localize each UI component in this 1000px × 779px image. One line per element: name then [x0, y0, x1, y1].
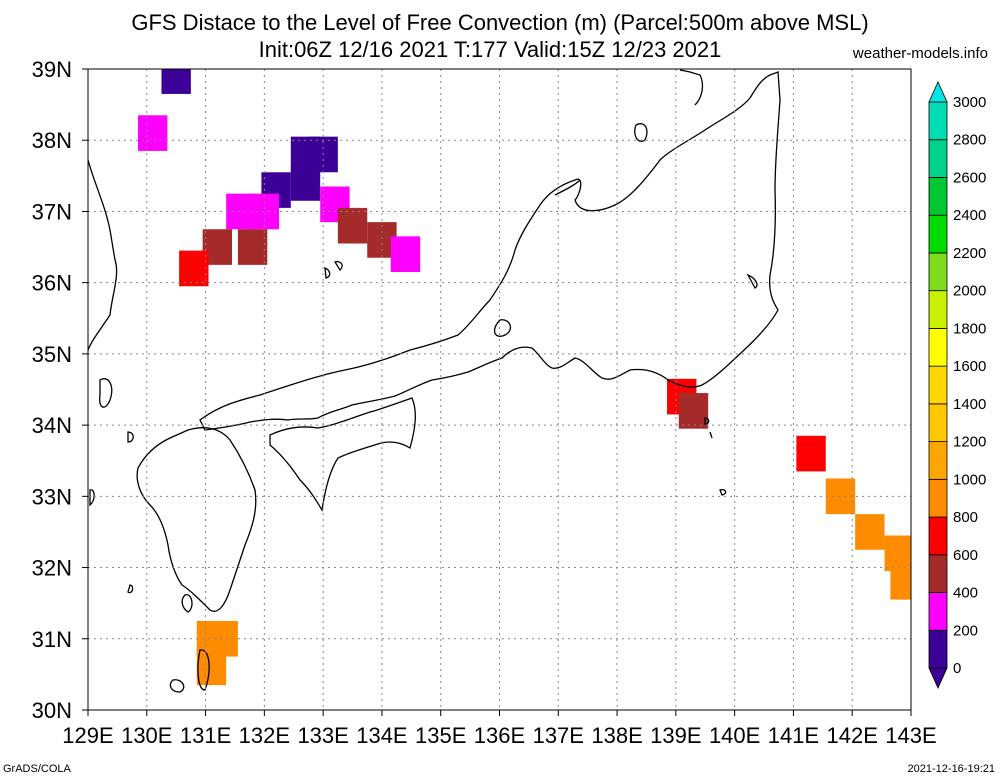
lat-tick-label: 34N: [32, 413, 72, 438]
colorbar: 0 200 400 600 800 1000 1200 1400 1600 1800 2000 220…: [928, 81, 986, 689]
coastline-shikoku: [269, 397, 416, 512]
colorbar-bin: [928, 252, 948, 292]
colorbar-bin: [928, 365, 948, 405]
field-cell: [237, 229, 268, 265]
colorbar-bin: [928, 629, 948, 669]
colorbar-bin: [928, 592, 948, 631]
colorbar-tick-label: 1000: [953, 471, 986, 488]
colorbar-tick-label: 3000: [953, 94, 986, 111]
lon-tick-label: 141E: [768, 723, 819, 748]
lon-tick-label: 133E: [297, 723, 348, 748]
colorbar-tick-label: 400: [953, 585, 978, 602]
colorbar-under-arrow: [928, 667, 948, 689]
field-cells: [137, 69, 911, 686]
lat-tick-label: 38N: [32, 128, 72, 153]
lat-tick-label: 30N: [32, 698, 72, 723]
lon-tick-label: 131E: [180, 723, 231, 748]
field-cell: [678, 393, 709, 429]
colorbar-over-arrow: [928, 81, 948, 103]
colorbar-tick-label: 1200: [953, 434, 986, 451]
lon-tick-label: 139E: [650, 723, 701, 748]
field-cell: [337, 207, 368, 244]
lon-tick-label: 136E: [474, 723, 525, 748]
lon-tick-label: 140E: [709, 723, 760, 748]
colorbar-bin: [928, 327, 948, 367]
field-cell: [855, 514, 885, 550]
credit-label: weather-models.info: [852, 45, 988, 62]
colorbar-bin: [928, 101, 948, 141]
footer-timestamp: 2021-12-16-19:21: [907, 763, 995, 775]
field-cell: [890, 563, 911, 600]
lat-tick-label: 37N: [32, 199, 72, 224]
lon-tick-label: 129E: [62, 723, 113, 748]
lat-tick-label: 35N: [32, 342, 72, 367]
coastline-honshu: [88, 71, 781, 431]
coastlines: [88, 69, 781, 693]
colorbar-tick-label: 800: [953, 509, 978, 526]
lat-tick-label: 32N: [32, 556, 72, 581]
colorbar-tick-label: 1600: [953, 358, 986, 375]
field-cell: [796, 435, 826, 472]
lon-tick-label: 143E: [885, 723, 936, 748]
lat-axis-labels: 30N 31N 32N 33N 34N 35N 36N 37N 38N 39N: [32, 57, 88, 723]
colorbar-tick-label: 600: [953, 547, 978, 564]
colorbar-tick-label: 1400: [953, 396, 986, 413]
colorbar-bin: [928, 441, 948, 480]
chart-title: GFS Distace to the Level of Free Convect…: [131, 10, 869, 35]
colorbar-tick-label: 2400: [953, 207, 986, 224]
field-cell: [161, 69, 191, 94]
lon-tick-label: 142E: [827, 723, 878, 748]
lat-tick-label: 31N: [32, 627, 72, 652]
colorbar-bin: [928, 214, 948, 254]
lon-tick-label: 130E: [121, 723, 172, 748]
colorbar-bin: [928, 177, 948, 216]
field-cell: [179, 250, 209, 287]
lon-tick-label: 135E: [415, 723, 466, 748]
coastline-hokkaido: [679, 69, 704, 106]
colorbar-bin: [928, 516, 948, 556]
colorbar-bin: [928, 139, 948, 178]
chart-subtitle: Init:06Z 12/16 2021 T:177 Valid:15Z 12/2…: [258, 37, 722, 62]
colorbar-tick-label: 200: [953, 622, 978, 639]
lon-tick-label: 132E: [239, 723, 290, 748]
lon-tick-label: 138E: [591, 723, 642, 748]
colorbar-bin: [928, 554, 948, 593]
lon-axis-labels: 129E 130E 131E 132E 133E 134E 135E 136E 137E 138E…: [62, 710, 937, 748]
lon-tick-label: 134E: [356, 723, 407, 748]
lon-tick-label: 137E: [533, 723, 584, 748]
colorbar-tick-label: 0: [953, 660, 961, 677]
footer-software-label: GrADS/COLA: [3, 763, 71, 775]
lat-tick-label: 33N: [32, 484, 72, 509]
colorbar-tick-label: 2800: [953, 132, 986, 149]
field-cell: [137, 115, 168, 151]
field-cell: [390, 236, 421, 272]
lat-tick-label: 39N: [32, 57, 72, 82]
coastline-kyushu: [136, 427, 257, 612]
colorbar-tick-label: 2600: [953, 169, 986, 186]
colorbar-tick-label: 2200: [953, 245, 986, 262]
colorbar-bin: [928, 403, 948, 443]
colorbar-tick-label: 2000: [953, 283, 986, 300]
colorbar-bin: [928, 290, 948, 329]
lat-tick-label: 36N: [32, 271, 72, 296]
colorbar-tick-label: 1800: [953, 320, 986, 337]
colorbar-bin: [928, 478, 948, 518]
graticule-grid: [88, 69, 911, 710]
